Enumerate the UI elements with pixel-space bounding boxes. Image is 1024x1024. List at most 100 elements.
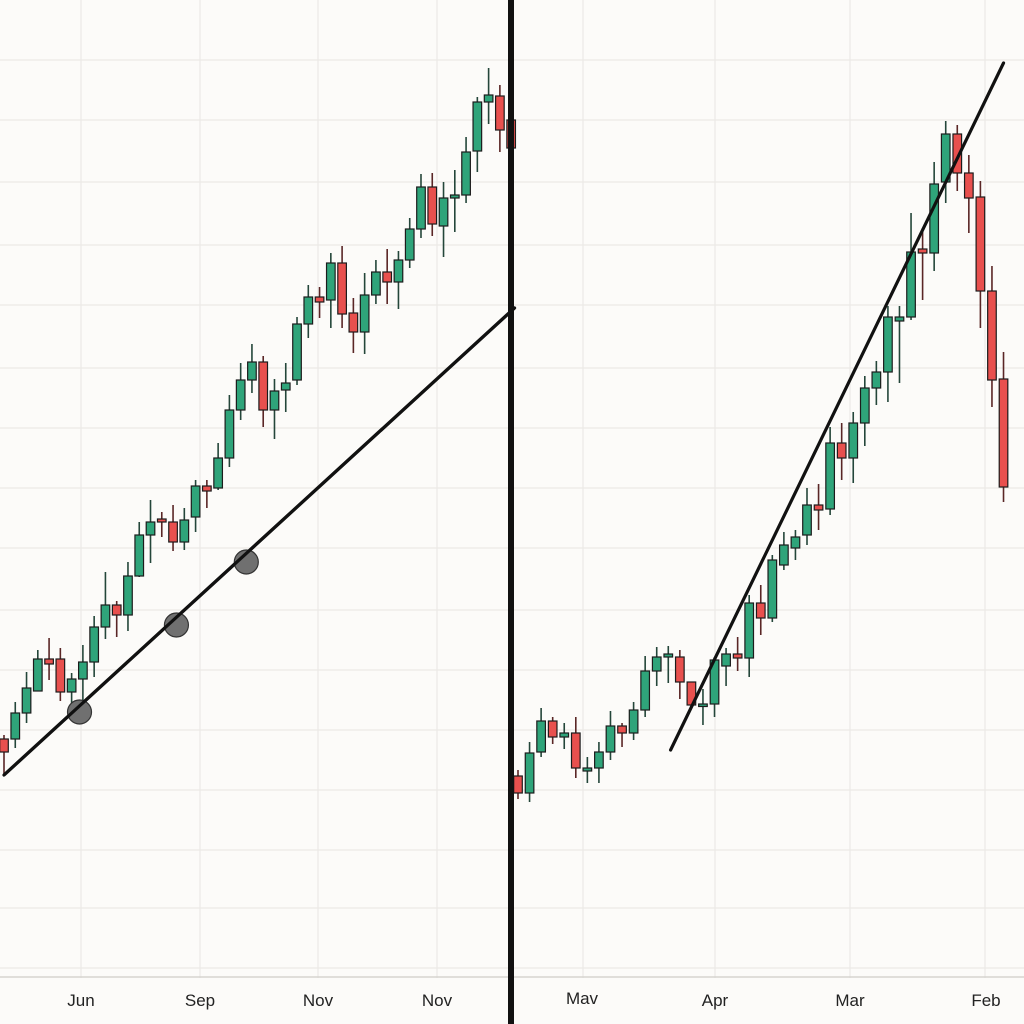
candle-up	[663, 646, 674, 683]
candle-down	[547, 717, 558, 744]
candle-body	[917, 248, 928, 254]
candle-up	[536, 708, 547, 757]
candle-down	[998, 352, 1009, 502]
candle-body	[325, 262, 336, 301]
candle-up	[416, 174, 426, 238]
candle-body	[494, 95, 505, 131]
candle-up	[404, 218, 415, 268]
candle-body	[404, 228, 415, 261]
candle-body	[190, 485, 201, 518]
candle-body	[393, 259, 404, 283]
candle-body	[483, 94, 494, 103]
candle-up	[438, 182, 449, 257]
candle-up	[559, 723, 570, 749]
candle-down	[337, 246, 347, 328]
candle-up	[10, 702, 21, 748]
candle-body	[111, 604, 122, 616]
candle-body	[536, 720, 547, 753]
x-tick-label: Mar	[835, 991, 865, 1010]
candle-body	[929, 183, 940, 254]
candle-down	[732, 637, 743, 671]
candle-body	[582, 767, 593, 772]
candle-down	[382, 249, 393, 304]
candle-down	[674, 650, 685, 699]
candle-down	[168, 505, 178, 551]
candle-body	[813, 504, 824, 511]
trendline-touch-point	[163, 612, 190, 638]
candle-down	[975, 181, 986, 328]
candle-body	[952, 133, 963, 174]
candle-down	[0, 735, 9, 775]
candle-down	[55, 648, 66, 701]
candle-down	[156, 512, 167, 537]
candle-up	[651, 647, 662, 686]
candle-down	[813, 484, 824, 530]
candle-up	[269, 379, 280, 439]
candles	[0, 68, 1009, 802]
x-tick-label: Nov	[422, 991, 453, 1010]
candle-up	[767, 555, 778, 622]
candle-body	[44, 658, 54, 665]
candle-down	[427, 173, 438, 236]
candle-body	[744, 602, 755, 659]
candle-body	[732, 653, 743, 659]
candle-body	[674, 656, 685, 683]
candle-down	[258, 356, 269, 427]
candle-up	[179, 508, 190, 550]
candle-body	[871, 371, 882, 389]
candle-up	[790, 530, 801, 560]
candle-up	[461, 137, 471, 203]
candle-up	[89, 616, 100, 677]
candle-body	[894, 316, 905, 322]
candle-body	[134, 534, 145, 577]
x-axis-left: Jun Sep Nov Nov	[67, 991, 452, 1010]
candle-up	[325, 253, 336, 328]
candle-up	[213, 443, 224, 490]
candle-body	[524, 752, 535, 794]
candle-body	[883, 316, 893, 373]
candle-up	[906, 213, 916, 320]
x-tick-label: Mav	[566, 989, 599, 1008]
candle-body	[303, 296, 314, 325]
candle-body	[224, 409, 235, 459]
candle-up	[32, 650, 43, 692]
candle-up	[393, 251, 404, 309]
candle-down	[570, 717, 581, 778]
candle-body	[382, 271, 393, 283]
candle-down	[917, 228, 928, 300]
candle-body	[292, 323, 302, 381]
candle-body	[617, 725, 627, 734]
candle-down	[617, 723, 627, 747]
candle-body	[0, 738, 9, 753]
candle-down	[111, 601, 122, 637]
candle-up	[778, 532, 789, 570]
candle-body	[559, 732, 570, 738]
x-axis-right: Mav Apr Mar Feb	[566, 989, 1001, 1010]
x-tick-label: Nov	[303, 991, 334, 1010]
candle-body	[848, 422, 859, 459]
candle-body	[802, 504, 812, 536]
annotations	[2, 61, 1006, 777]
candle-down	[494, 85, 505, 152]
candle-body	[836, 442, 847, 459]
trendline	[668, 61, 1006, 752]
candle-up	[698, 689, 708, 725]
candle-body	[461, 151, 471, 196]
x-tick-label: Sep	[185, 991, 215, 1010]
candle-body	[359, 294, 370, 333]
candle-up	[894, 306, 905, 383]
candle-body	[547, 720, 558, 738]
candle-body	[987, 290, 997, 381]
candle-up	[524, 742, 535, 802]
candle-up	[883, 306, 893, 402]
candle-up	[744, 595, 755, 677]
candle-body	[438, 197, 449, 227]
trendline-overlay	[2, 306, 516, 777]
candle-body	[640, 670, 651, 711]
candle-body	[348, 312, 359, 333]
candle-body	[123, 575, 133, 616]
candle-up	[594, 742, 604, 783]
candle-up	[802, 488, 812, 545]
